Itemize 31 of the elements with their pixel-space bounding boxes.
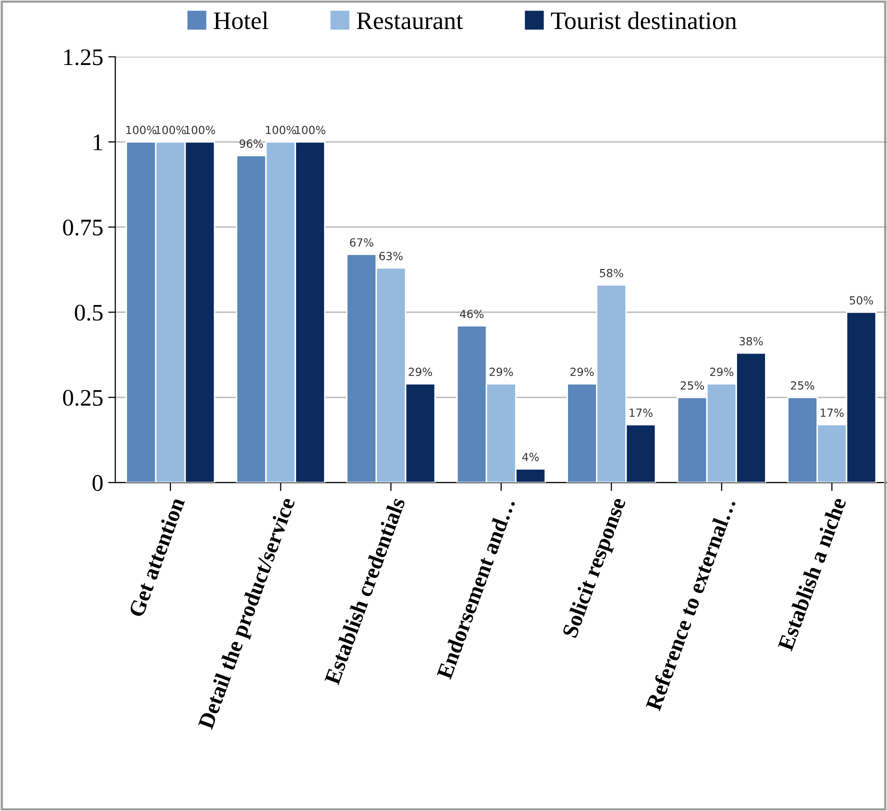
data-label: 100%: [156, 126, 186, 134]
y-tick-label: 0.25: [63, 390, 103, 406]
data-label: 4%: [522, 452, 539, 462]
data-label: 96%: [240, 139, 264, 148]
y-tick-label: 0.75: [63, 220, 103, 236]
data-label: 100%: [185, 126, 216, 134]
x-tick-label: Solicit response: [561, 496, 630, 640]
legend-label: Hotel: [214, 12, 268, 30]
data-label: 25%: [680, 381, 704, 390]
data-label: 100%: [126, 126, 156, 134]
data-label: 50%: [850, 296, 874, 305]
data-label: 29%: [570, 368, 594, 376]
data-label: 63%: [379, 252, 403, 260]
data-label: 29%: [710, 368, 734, 376]
legend-label: Tourist destination: [551, 12, 737, 30]
y-tick-label: 0.5: [74, 304, 103, 321]
legend-label: Restaurant: [356, 12, 463, 30]
data-label: 100%: [295, 126, 326, 134]
data-label: 100%: [266, 126, 296, 134]
y-tick-label: 1: [94, 134, 102, 150]
data-label: 46%: [460, 310, 484, 318]
data-label: 29%: [490, 368, 513, 376]
data-label: 25%: [790, 381, 814, 390]
data-label: 29%: [408, 368, 432, 376]
data-label: 17%: [820, 408, 844, 417]
data-label: 58%: [600, 268, 624, 278]
data-label: 17%: [630, 408, 653, 417]
y-tick-label: 0: [92, 475, 103, 491]
data-label: 67%: [350, 238, 374, 247]
y-tick-label: 1.25: [64, 49, 103, 66]
data-label: 38%: [740, 336, 763, 346]
